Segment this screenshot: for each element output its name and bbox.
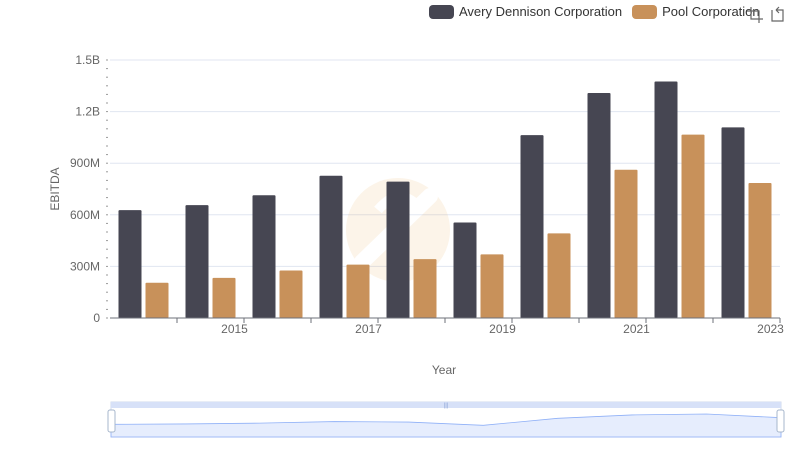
bar-avery-dennison-2014[interactable]	[118, 210, 142, 318]
bar-avery-dennison-2021[interactable]	[587, 93, 611, 318]
bar-pool-corporation-2017[interactable]	[346, 264, 370, 318]
bar-avery-dennison-2020[interactable]	[520, 135, 544, 318]
legend-item-avery-dennison[interactable]: Avery Dennison Corporation	[429, 4, 622, 19]
legend-item-pool-corporation[interactable]: Pool Corporation	[632, 4, 760, 19]
bar-avery-dennison-2019[interactable]	[453, 222, 477, 318]
bar-pool-corporation-2022[interactable]	[681, 134, 705, 318]
x-tick-label: 2017	[355, 322, 382, 336]
legend: Avery Dennison Corporation Pool Corporat…	[429, 4, 770, 19]
bar-avery-dennison-2018[interactable]	[386, 181, 410, 318]
axes: 0 300M 600M 900M 1.2B 1.5B 2015 2017 2019 2021 202…	[70, 53, 784, 336]
bar-pool-corporation-2015[interactable]	[212, 277, 236, 318]
bar-avery-dennison-2015[interactable]	[185, 205, 209, 318]
data-zoom-handle-left[interactable]	[107, 409, 116, 433]
data-zoom-grip-icon[interactable]: |||	[444, 403, 449, 409]
y-tick-label: 1.5B	[75, 53, 100, 67]
bar-avery-dennison-2023[interactable]	[721, 127, 745, 318]
bar-pool-corporation-2021[interactable]	[614, 169, 638, 318]
bar-pool-corporation-2016[interactable]	[279, 270, 303, 318]
bar-pool-corporation-2019[interactable]	[480, 254, 504, 318]
y-tick-label: 300M	[70, 259, 100, 273]
x-tick-label: 2015	[221, 322, 248, 336]
bar-avery-dennison-2016[interactable]	[252, 195, 276, 318]
data-zoom-selection-bar[interactable]	[111, 402, 781, 408]
data-zoom-slider[interactable]: |||	[107, 401, 785, 438]
y-tick-label: 900M	[70, 156, 100, 170]
data-zoom-preview	[110, 413, 782, 438]
bar-pool-corporation-2018[interactable]	[413, 259, 437, 318]
toolbox	[746, 6, 790, 24]
bar-pool-corporation-2023[interactable]	[748, 182, 772, 318]
legend-swatch-avery-dennison	[429, 4, 454, 19]
bars	[118, 81, 772, 319]
x-tick-label: 2019	[489, 322, 516, 336]
y-tick-label: 1.2B	[75, 105, 100, 119]
x-tick-label: 2021	[623, 322, 650, 336]
data-zoom-handle-right[interactable]	[776, 409, 785, 433]
restore-icon[interactable]	[768, 6, 786, 24]
bar-avery-dennison-2017[interactable]	[319, 175, 343, 318]
x-axis-title: Year	[432, 363, 456, 377]
legend-label-avery-dennison: Avery Dennison Corporation	[459, 4, 623, 19]
legend-label-pool-corporation: Pool Corporation	[662, 4, 760, 19]
legend-swatch-pool-corporation	[632, 4, 658, 19]
x-tick-label: 2023	[757, 322, 784, 336]
bar-pool-corporation-2020[interactable]	[547, 233, 571, 318]
y-tick-label: 0	[93, 311, 100, 325]
bar-avery-dennison-2022[interactable]	[654, 81, 678, 319]
y-axis-title: EBITDA	[48, 167, 62, 210]
y-tick-label: 600M	[70, 208, 100, 222]
zoom-select-icon[interactable]	[746, 6, 764, 24]
bar-pool-corporation-2014[interactable]	[145, 282, 169, 318]
